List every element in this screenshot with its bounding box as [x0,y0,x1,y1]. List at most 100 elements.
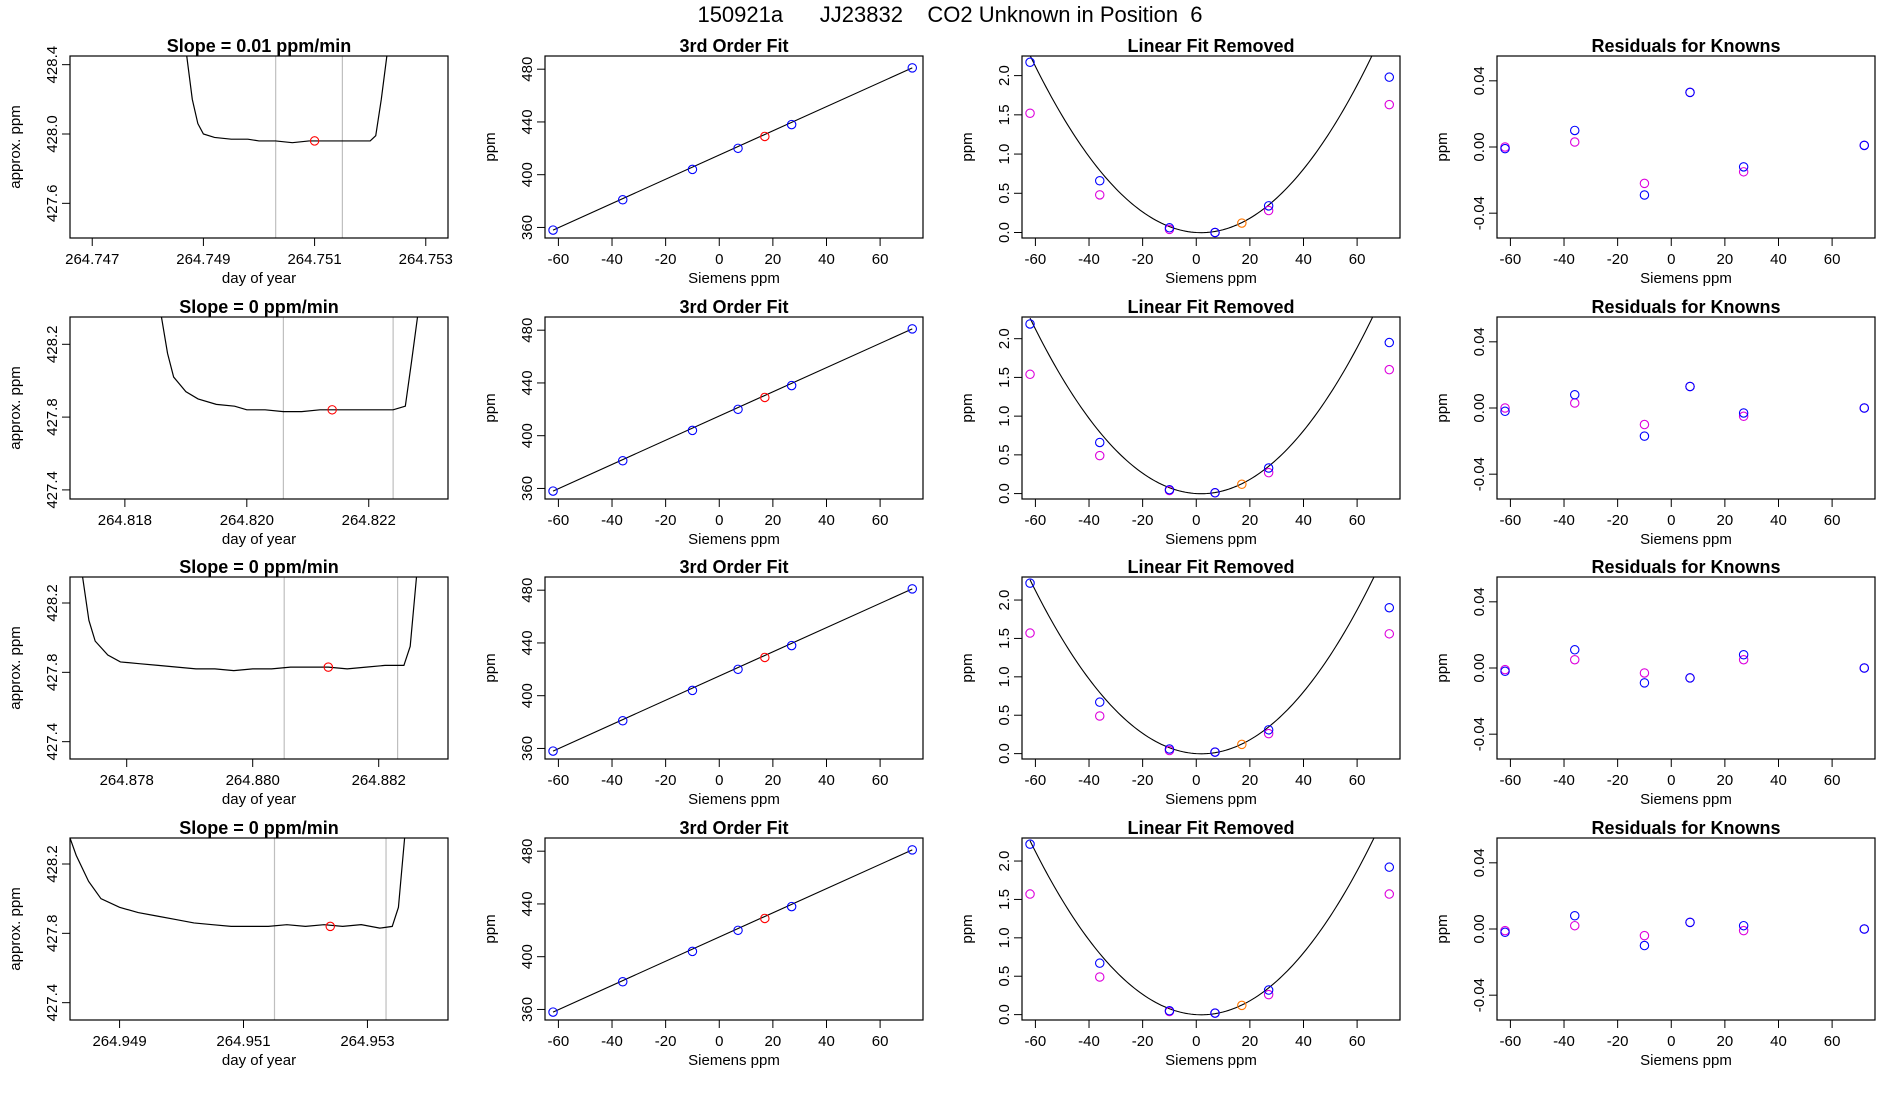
y-axis-label: ppm [482,132,499,161]
known-point [548,1007,558,1017]
residual-point-magenta [1569,398,1580,408]
fit-curve [1029,838,1375,1016]
known-point-blue [1384,862,1395,872]
plot-frame [544,837,924,1021]
x-tick-label: -60 [1500,512,1522,529]
y-tick-label: 480 [519,318,536,343]
residual-point-magenta [1569,137,1580,147]
x-tick-label: 20 [1717,772,1734,789]
residual-point-blue [1500,406,1510,417]
y-tick-label: 360 [519,997,536,1022]
residual-point-blue [1500,143,1510,154]
known-point-blue [1025,578,1035,588]
plot-frame [544,316,924,500]
plot-area [1025,577,1395,757]
x-tick-label: 40 [1770,1033,1787,1050]
x-tick-label: 60 [872,1033,889,1050]
x-tick-label: -40 [1078,251,1100,268]
x-tick-label: 264.753 [399,251,453,268]
known-point-blue [1210,747,1220,757]
y-axis-label: ppm [959,914,976,943]
y-tick-label: 0.00 [1471,393,1488,422]
y-tick-label: 0.5 [996,705,1013,726]
x-tick-label: -40 [1078,512,1100,529]
plot-frame [544,576,924,760]
x-tick-label: -40 [1078,772,1100,789]
y-axis-label: ppm [959,132,976,161]
y-tick-label: 400 [519,944,536,969]
residual-point-blue [1639,940,1650,951]
ppm-trace [160,317,419,413]
chart-title: Slope = 0.01 ppm/min [167,36,352,56]
known-point [548,746,558,756]
chart-title: Linear Fit Removed [1127,557,1294,577]
plot-frame [1021,837,1401,1021]
fit-curve [1029,317,1374,495]
known-point [907,845,918,855]
y-tick-label: 440 [519,630,536,655]
y-tick-label: 1.5 [996,367,1013,388]
x-tick-label: 60 [872,512,889,529]
known-point-magenta [1025,889,1035,899]
plot-frame [1496,837,1876,1021]
y-tick-label: 360 [519,476,536,501]
x-axis-label: day of year [222,531,296,548]
y-tick-label: 2.0 [996,851,1013,872]
chart-title: 3rd Order Fit [679,36,788,56]
known-point-magenta [1025,108,1035,119]
x-tick-label: 20 [1242,1033,1259,1050]
x-tick-label: -20 [1607,251,1629,268]
y-tick-label: 428.2 [44,845,61,883]
known-point-blue [1094,437,1105,448]
unknown-point [760,652,770,663]
y-tick-label: 428.4 [44,46,61,84]
ppm-trace [82,577,418,672]
known-point-blue [1094,175,1105,186]
x-tick-label: 0 [1667,1033,1675,1050]
chart-panel-3: Linear Fit Removed -60 -40 -20 0 20 40 60 0.0 0.5… [959,36,1401,287]
known-point-blue [1263,463,1274,473]
chart-title: Slope = 0 ppm/min [179,557,339,577]
residual-point-magenta [1639,668,1650,678]
x-tick-label: 0 [715,251,723,268]
known-point-magenta [1263,989,1274,1000]
y-axis-label: ppm [1434,914,1451,943]
known-point [687,164,698,175]
residual-point-blue [1738,920,1749,931]
residual-point-blue [1685,673,1695,683]
plot-area [186,56,388,238]
known-point [786,380,797,391]
plot-area [1025,838,1395,1018]
y-tick-label: 480 [519,578,536,603]
x-tick-label: 0 [1192,251,1200,268]
y-tick-label: 427.8 [44,654,61,692]
unknown-point [760,913,770,924]
plot-frame [69,55,449,239]
x-tick-label: -40 [1553,251,1575,268]
x-tick-label: 60 [1349,512,1366,529]
unknown-point [323,662,334,672]
plot-area [82,577,418,759]
y-tick-label: 0.5 [996,966,1013,987]
chart-panel-14: 3rd Order Fit -60 -40 -20 0 20 40 60 360 400 440 48… [482,818,924,1069]
residual-point-magenta [1569,920,1580,931]
residual-point-blue [1738,162,1749,172]
y-tick-label: 0.5 [996,444,1013,465]
plot-area [548,63,918,235]
x-tick-label: 20 [1717,1033,1734,1050]
y-tick-label: 400 [519,683,536,708]
x-tick-label: -60 [1025,251,1047,268]
y-tick-label: 0.0 [996,743,1013,764]
x-tick-label: 20 [765,772,782,789]
unknown-point [1237,739,1247,750]
x-tick-label: -60 [548,251,570,268]
plot-area [1025,317,1395,498]
known-point-magenta [1025,628,1035,638]
chart-panel-16: Residuals for Knowns -60 -40 -20 0 20 40 60 -0.0… [1434,818,1876,1069]
x-tick-label: -60 [1500,772,1522,789]
x-tick-label: -20 [1607,772,1629,789]
fit-line [552,588,913,752]
unknown-point [1237,479,1247,490]
fit-line [552,328,913,492]
